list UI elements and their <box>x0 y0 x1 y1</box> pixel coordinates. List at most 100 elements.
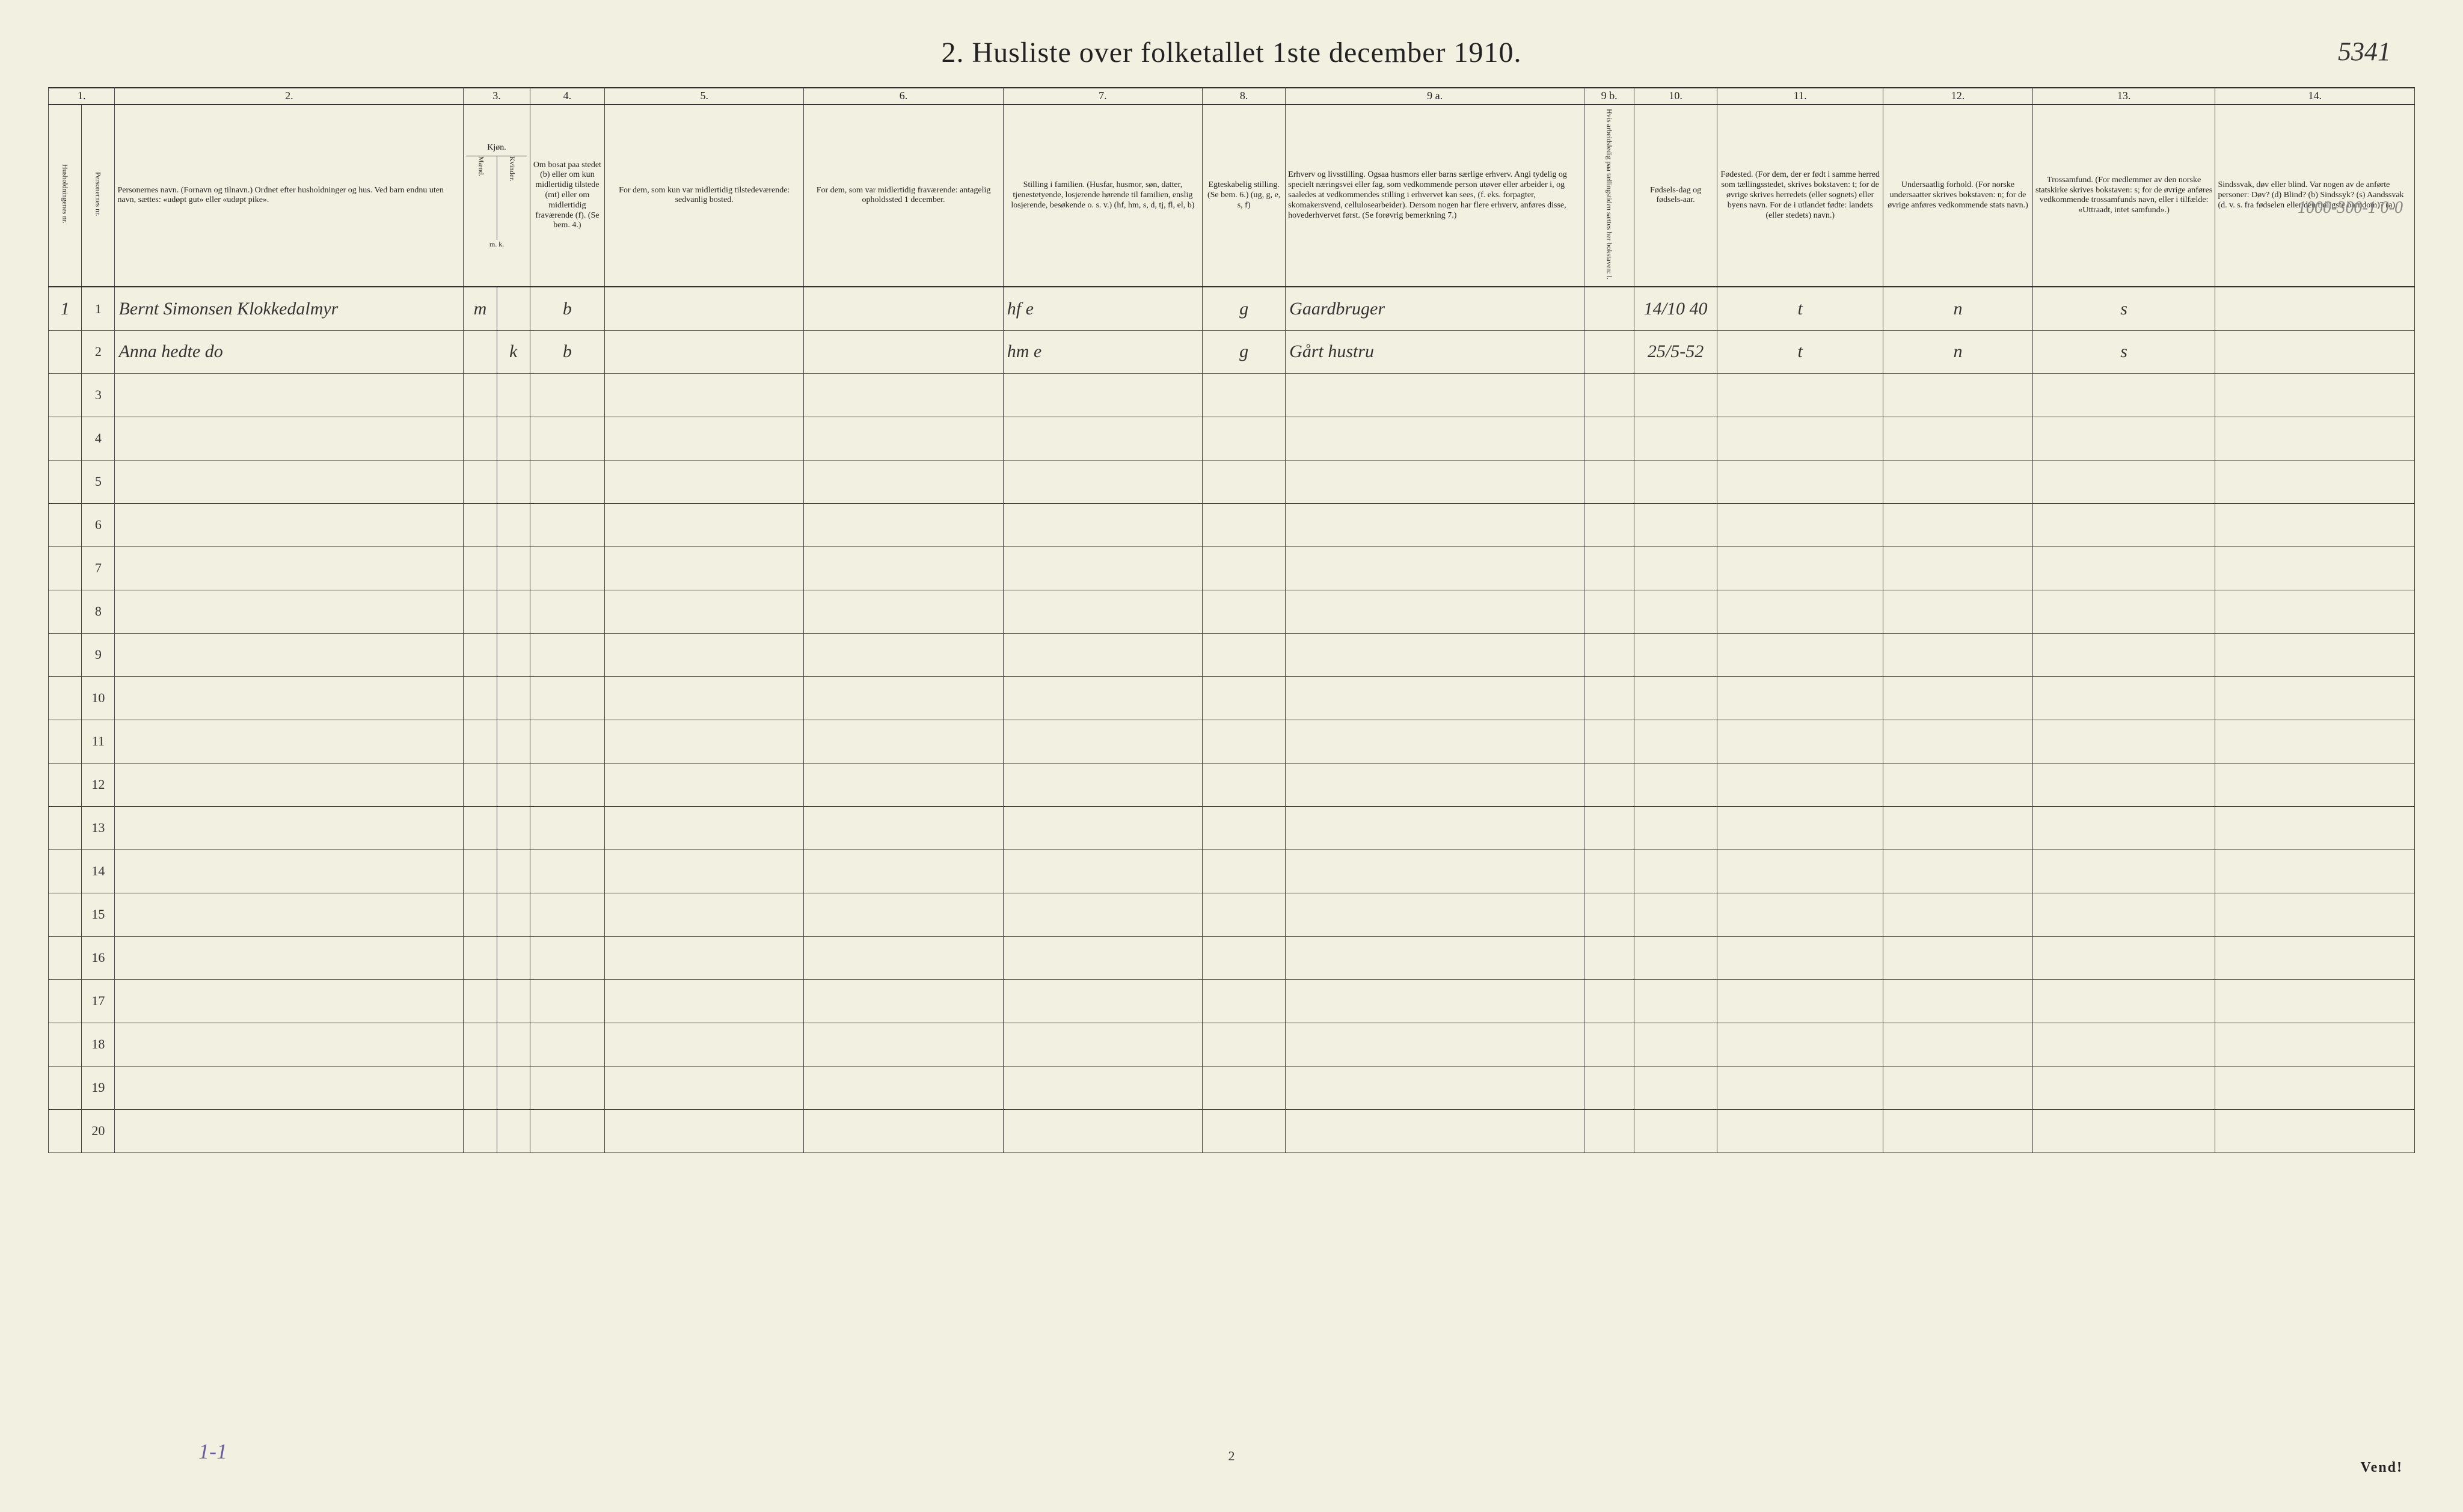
sex-female <box>497 373 530 417</box>
footer-annotation-left: 1-1 <box>198 1439 227 1464</box>
residence-status <box>530 417 604 460</box>
household-number <box>49 1109 82 1152</box>
disability <box>2215 936 2415 979</box>
unemployed <box>1584 503 1634 546</box>
citizenship <box>1883 373 2033 417</box>
disability <box>2215 720 2415 763</box>
religion: s <box>2032 330 2215 373</box>
birth-date <box>1634 1023 1717 1066</box>
table-row: 11Bernt Simonsen Klokkedalmyrmbhf egGaar… <box>49 287 2415 330</box>
disability <box>2215 1023 2415 1066</box>
disability <box>2215 330 2415 373</box>
disability <box>2215 546 2415 590</box>
birthplace <box>1717 806 1883 849</box>
census-table: 1. 2. 3. 4. 5. 6. 7. 8. 9 a. 9 b. 10. 11… <box>48 87 2415 1153</box>
marital-status <box>1203 1066 1286 1109</box>
occupation: Gårt hustru <box>1286 330 1584 373</box>
family-position <box>1003 936 1202 979</box>
occupation <box>1286 546 1584 590</box>
citizenship <box>1883 893 2033 936</box>
religion <box>2032 676 2215 720</box>
residence-status <box>530 1066 604 1109</box>
person-name <box>115 849 464 893</box>
sex-male <box>464 417 497 460</box>
birthplace <box>1717 676 1883 720</box>
disability <box>2215 893 2415 936</box>
sex-male <box>464 849 497 893</box>
family-position: hm e <box>1003 330 1202 373</box>
occupation <box>1286 1066 1584 1109</box>
whereabouts <box>804 373 1003 417</box>
col-idx-9a: 9 a. <box>1286 88 1584 105</box>
marital-status <box>1203 590 1286 633</box>
sex-female <box>497 676 530 720</box>
birth-date <box>1634 417 1717 460</box>
marital-status <box>1203 417 1286 460</box>
household-number <box>49 373 82 417</box>
unemployed <box>1584 633 1634 676</box>
col-hdr-1a: Husholdningenes nr. <box>49 105 82 287</box>
margin-note-right: 1000-300-1 0-0 <box>2298 198 2403 218</box>
col-idx-3: 3. <box>464 88 530 105</box>
marital-status <box>1203 720 1286 763</box>
person-name <box>115 936 464 979</box>
col-idx-1: 1. <box>49 88 115 105</box>
disability <box>2215 763 2415 806</box>
disability <box>2215 1109 2415 1152</box>
sex-female <box>497 1109 530 1152</box>
table-row: 14 <box>49 849 2415 893</box>
whereabouts <box>804 849 1003 893</box>
sex-male <box>464 1066 497 1109</box>
residence-status <box>530 373 604 417</box>
unemployed <box>1584 590 1634 633</box>
sex-male: m <box>464 287 497 330</box>
col-hdr-9a: Erhverv og livsstilling. Ogsaa husmors e… <box>1286 105 1584 287</box>
residence-status <box>530 936 604 979</box>
birth-date <box>1634 633 1717 676</box>
census-page: 2. Husliste over folketallet 1ste decemb… <box>12 12 2451 1500</box>
usual-residence <box>605 460 804 503</box>
col-hdr-8: Egteskabelig stilling. (Se bem. 6.) (ug,… <box>1203 105 1286 287</box>
household-number <box>49 590 82 633</box>
person-number: 18 <box>82 1023 115 1066</box>
birthplace <box>1717 1023 1883 1066</box>
family-position <box>1003 1109 1202 1152</box>
person-name: Anna hedte do <box>115 330 464 373</box>
usual-residence <box>605 503 804 546</box>
person-number: 11 <box>82 720 115 763</box>
family-position <box>1003 1023 1202 1066</box>
unemployed <box>1584 806 1634 849</box>
occupation <box>1286 1023 1584 1066</box>
person-name <box>115 417 464 460</box>
person-name <box>115 1109 464 1152</box>
table-row: 8 <box>49 590 2415 633</box>
col-hdr-1b: Personernes nr. <box>82 105 115 287</box>
family-position <box>1003 460 1202 503</box>
unemployed <box>1584 936 1634 979</box>
usual-residence <box>605 417 804 460</box>
birth-date <box>1634 1066 1717 1109</box>
person-name <box>115 633 464 676</box>
sex-male <box>464 503 497 546</box>
sex-female <box>497 763 530 806</box>
unemployed <box>1584 287 1634 330</box>
whereabouts <box>804 720 1003 763</box>
religion <box>2032 720 2215 763</box>
sex-male <box>464 979 497 1023</box>
birth-date <box>1634 546 1717 590</box>
person-number: 17 <box>82 979 115 1023</box>
whereabouts <box>804 287 1003 330</box>
religion <box>2032 849 2215 893</box>
col-idx-12: 12. <box>1883 88 2033 105</box>
sex-male <box>464 373 497 417</box>
whereabouts <box>804 1023 1003 1066</box>
usual-residence <box>605 330 804 373</box>
col-idx-6: 6. <box>804 88 1003 105</box>
person-number: 10 <box>82 676 115 720</box>
unemployed <box>1584 1023 1634 1066</box>
residence-status <box>530 676 604 720</box>
person-number: 9 <box>82 633 115 676</box>
whereabouts <box>804 1066 1003 1109</box>
citizenship <box>1883 1109 2033 1152</box>
residence-status <box>530 590 604 633</box>
